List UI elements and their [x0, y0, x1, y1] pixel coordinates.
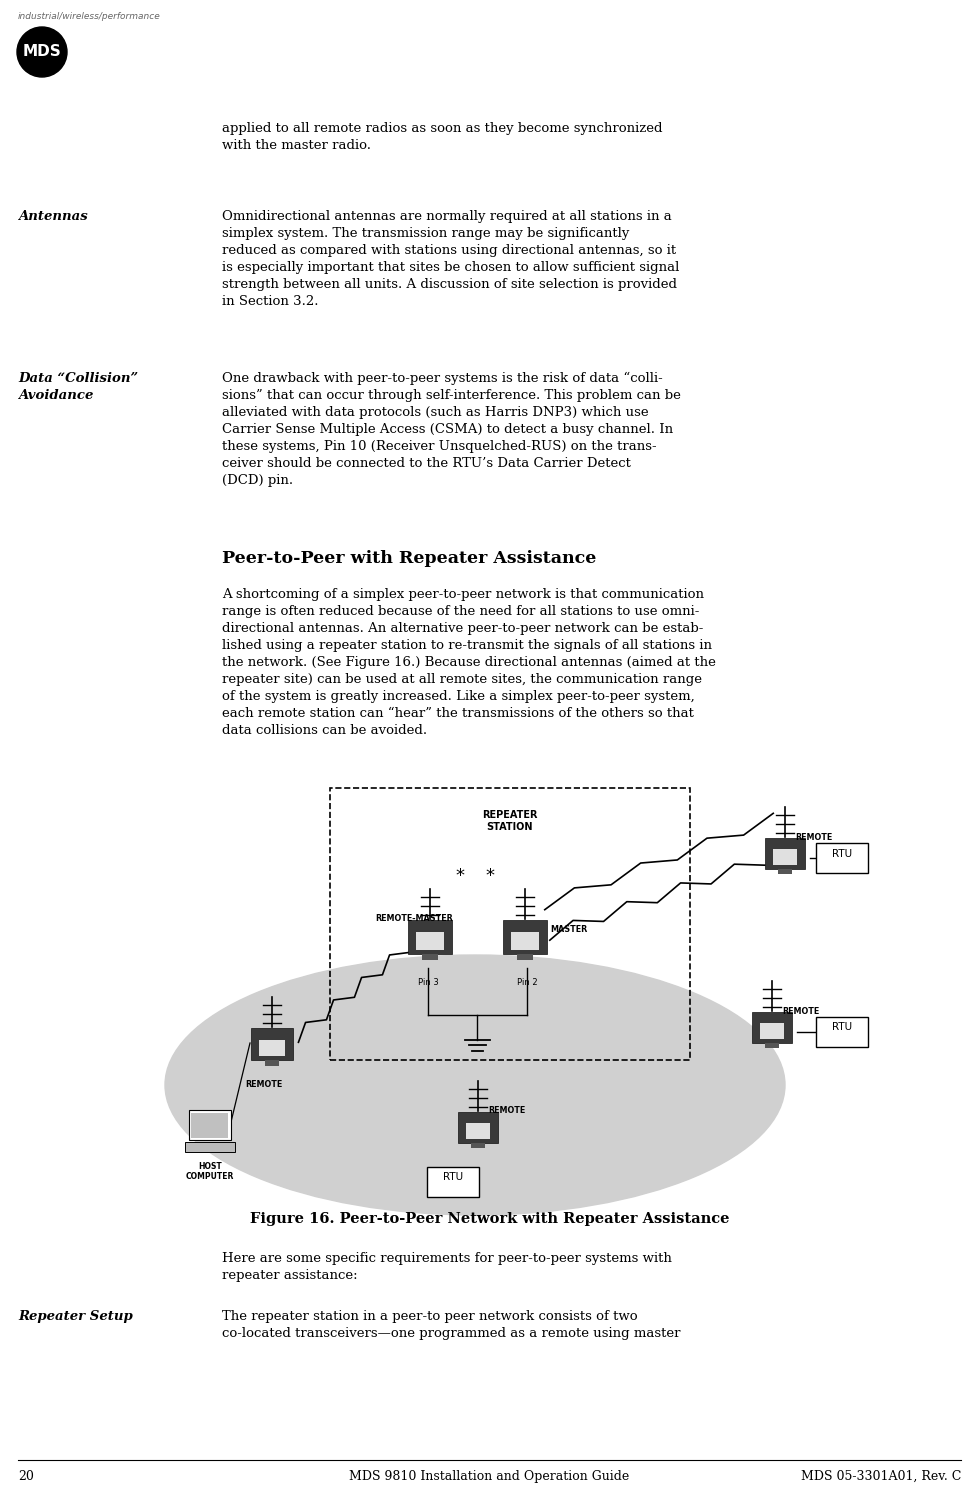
Bar [185, 1142, 235, 1151]
Bar [259, 1040, 285, 1057]
Text: RTU: RTU [442, 1172, 463, 1183]
Text: HOST
COMPUTER: HOST COMPUTER [186, 1162, 234, 1181]
Text: Figure 16. Peer-to-Peer Network with Repeater Assistance: Figure 16. Peer-to-Peer Network with Rep… [249, 1212, 729, 1227]
Bar [516, 954, 532, 960]
Bar [470, 1142, 484, 1148]
Text: A shortcoming of a simplex peer-to-peer network is that communication
range is o: A shortcoming of a simplex peer-to-peer … [222, 588, 715, 737]
Bar [250, 1028, 292, 1061]
Text: Repeater Setup: Repeater Setup [18, 1309, 133, 1323]
Text: MDS 05-3301A01, Rev. C: MDS 05-3301A01, Rev. C [800, 1470, 960, 1482]
Bar [264, 1061, 279, 1066]
Text: Peer-to-Peer with Repeater Assistance: Peer-to-Peer with Repeater Assistance [222, 549, 596, 567]
Text: REPEATER
STATION: REPEATER STATION [482, 810, 537, 832]
Text: 20: 20 [18, 1470, 34, 1482]
Text: MDS 9810 Installation and Operation Guide: MDS 9810 Installation and Operation Guid… [349, 1470, 629, 1482]
Text: The repeater station in a peer-to peer network consists of two
co-located transc: The repeater station in a peer-to peer n… [222, 1309, 680, 1339]
Text: RTU: RTU [831, 1022, 851, 1032]
Bar [189, 1111, 231, 1139]
Bar [778, 868, 791, 874]
Text: Antennas: Antennas [18, 211, 88, 223]
Text: REMOTE-MASTER: REMOTE-MASTER [375, 914, 452, 923]
Text: Pin 2: Pin 2 [516, 978, 537, 987]
Bar [408, 920, 452, 954]
Text: One drawback with peer-to-peer systems is the risk of data “colli-
sions” that c: One drawback with peer-to-peer systems i… [222, 372, 680, 488]
Bar [466, 1123, 490, 1139]
Bar [426, 1166, 478, 1196]
Bar [330, 789, 689, 1060]
Text: Here are some specific requirements for peer-to-peer systems with
repeater assis: Here are some specific requirements for … [222, 1252, 671, 1282]
Text: *: * [484, 867, 494, 885]
Text: REMOTE: REMOTE [245, 1081, 283, 1090]
Bar [764, 1043, 778, 1047]
Text: Omnidirectional antennas are normally required at all stations in a
simplex syst: Omnidirectional antennas are normally re… [222, 211, 679, 309]
Bar [511, 932, 538, 950]
Text: REMOTE: REMOTE [487, 1106, 525, 1115]
Bar [759, 1023, 783, 1038]
Bar [416, 932, 443, 950]
Text: *: * [455, 867, 464, 885]
Bar [765, 838, 804, 868]
Bar [816, 1017, 867, 1047]
Text: RTU: RTU [831, 849, 851, 858]
Text: applied to all remote radios as soon as they become synchronized
with the master: applied to all remote radios as soon as … [222, 122, 662, 152]
Circle shape [17, 27, 67, 77]
Bar [503, 920, 547, 954]
Ellipse shape [165, 956, 784, 1215]
Text: MASTER: MASTER [550, 926, 587, 935]
Text: industrial/wireless/performance: industrial/wireless/performance [18, 12, 160, 21]
Text: Pin 3: Pin 3 [418, 978, 438, 987]
Text: REMOTE: REMOTE [781, 1007, 819, 1016]
Text: MDS: MDS [22, 45, 62, 60]
Bar [751, 1011, 791, 1043]
Bar [422, 954, 437, 960]
Text: Data “Collision”
Avoidance: Data “Collision” Avoidance [18, 372, 138, 402]
Bar [458, 1112, 497, 1142]
Text: REMOTE: REMOTE [794, 832, 831, 841]
Bar [192, 1112, 228, 1138]
Bar [772, 849, 796, 865]
Bar [816, 843, 867, 873]
